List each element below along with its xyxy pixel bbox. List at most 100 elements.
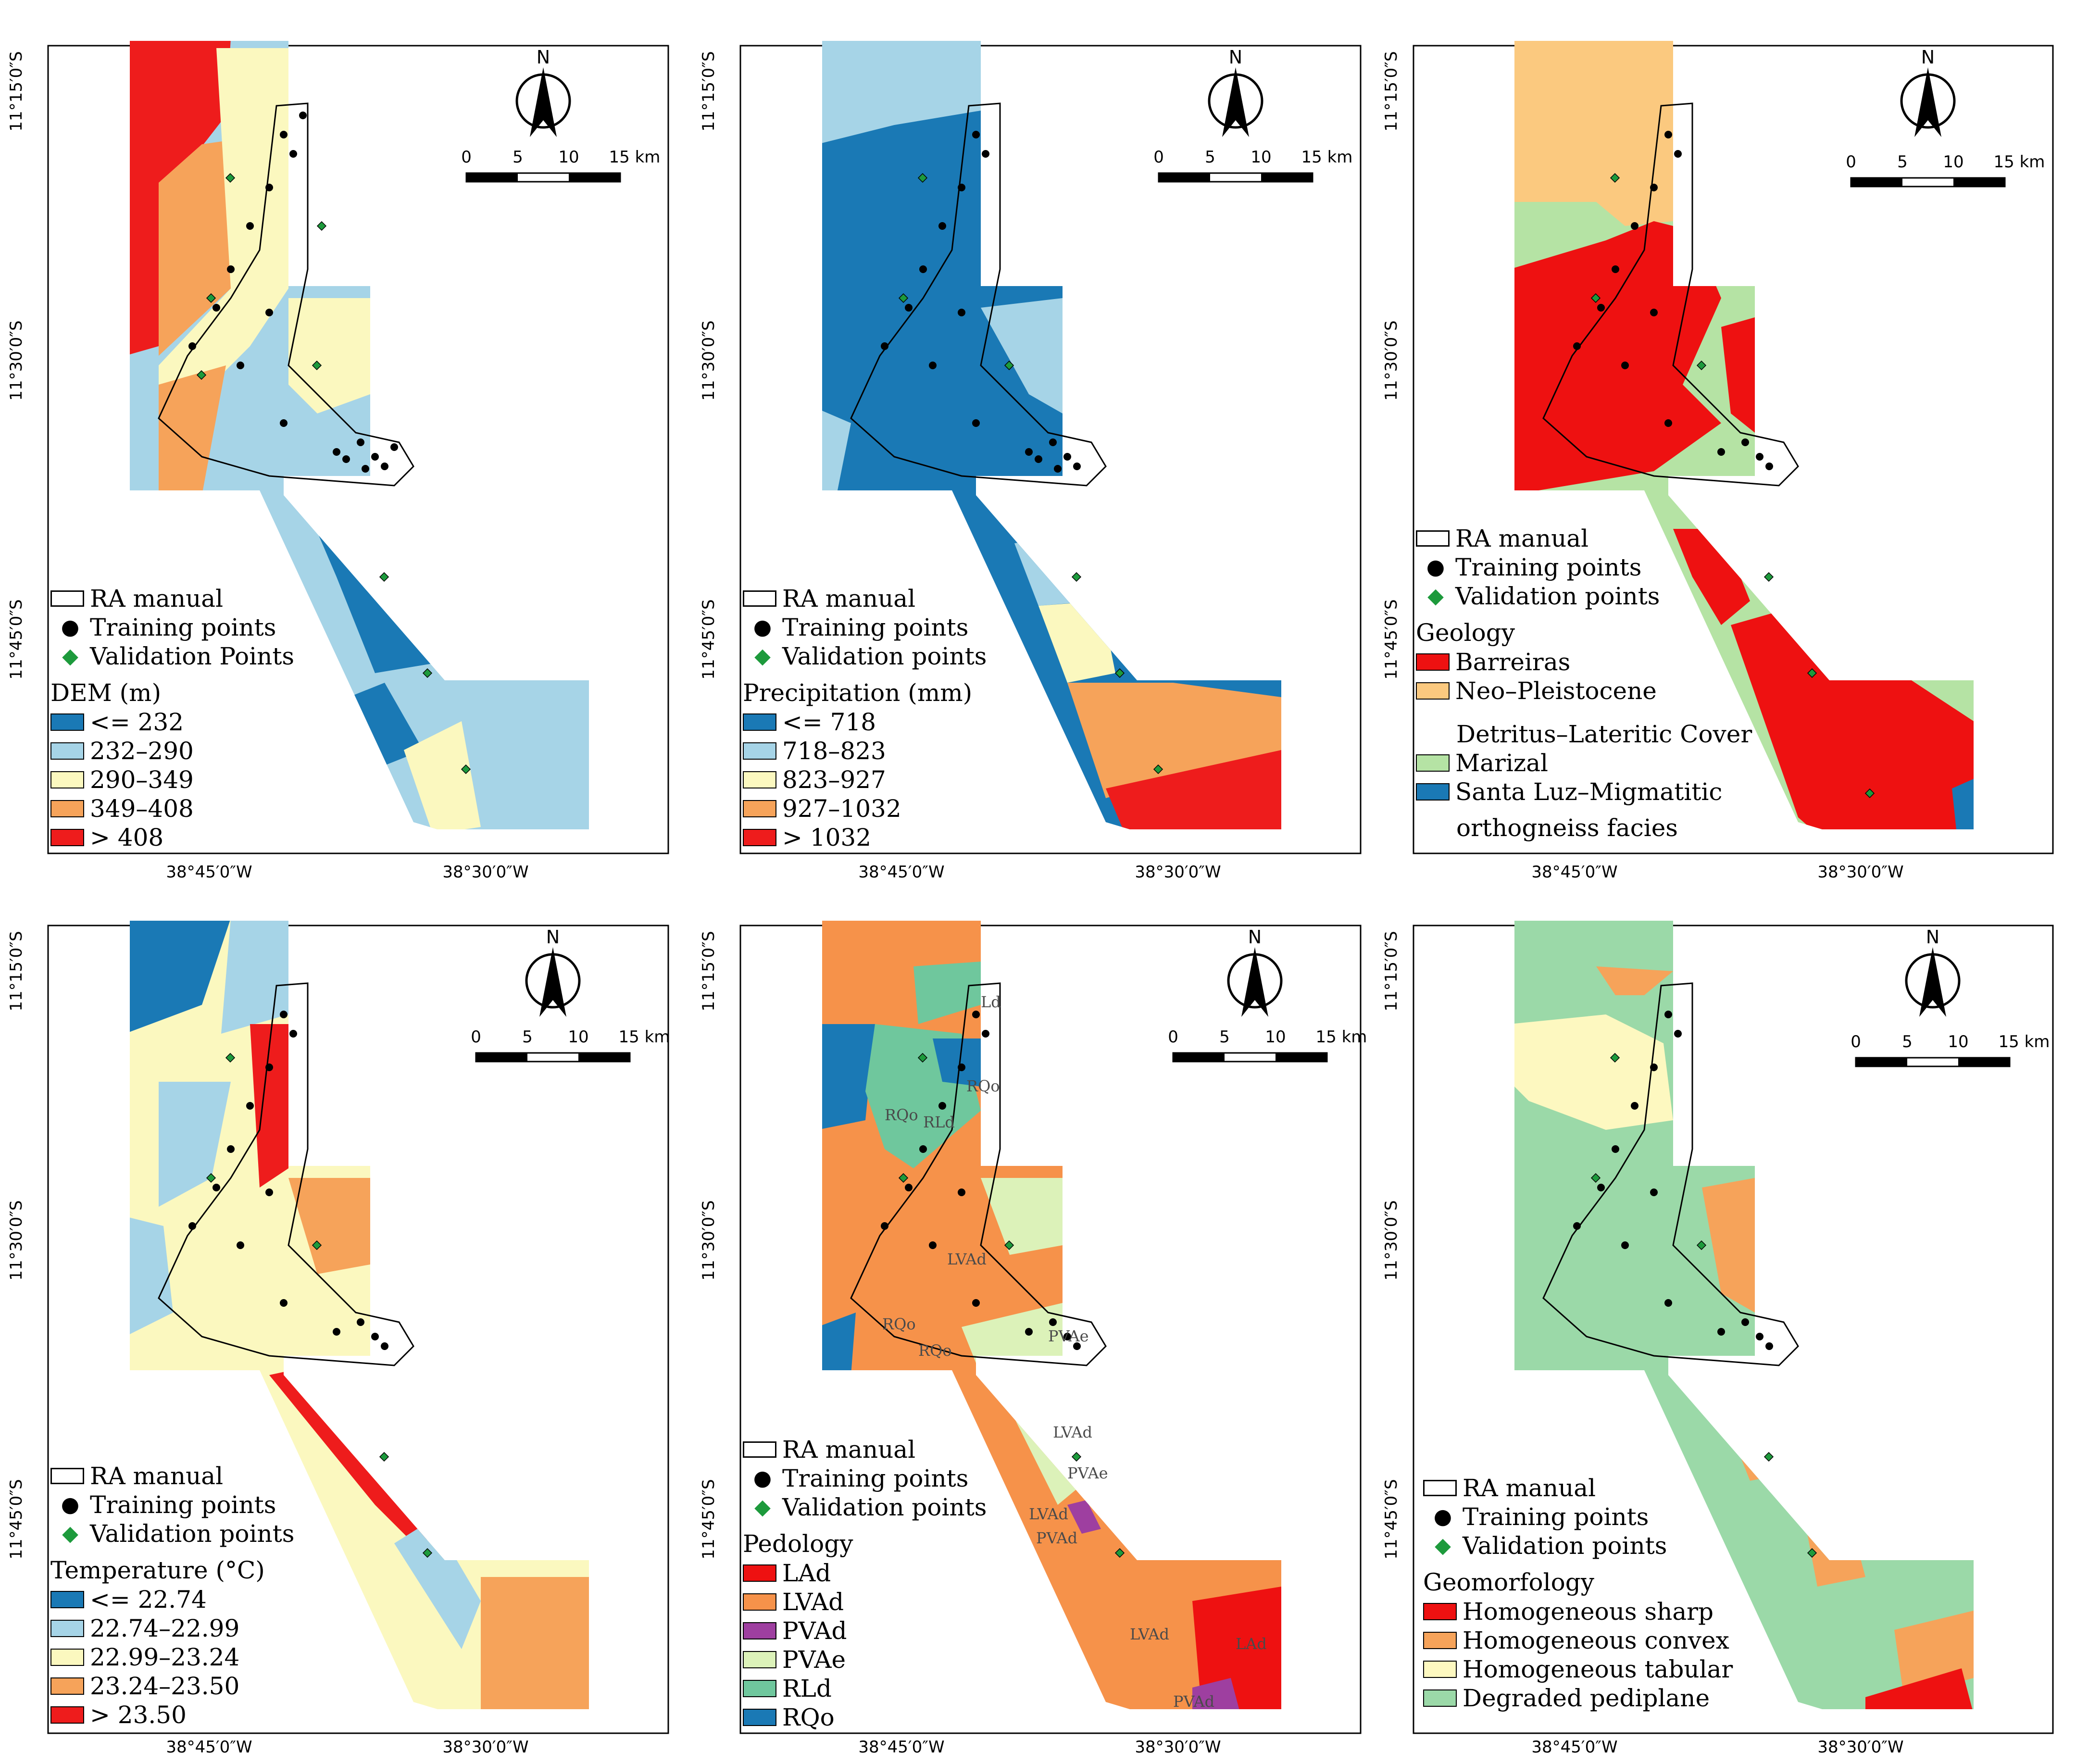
svg-text:Ld: Ld — [981, 993, 1001, 1011]
svg-text:10: 10 — [1943, 152, 1963, 172]
svg-text:38°30′0″W: 38°30′0″W — [1817, 863, 1903, 882]
ra-manual-outline — [158, 102, 414, 487]
svg-text:38°45′0″W: 38°45′0″W — [1531, 863, 1617, 882]
svg-text:PVAe: PVAe — [1067, 1464, 1108, 1482]
legend-dem: RA manual ● Training points ◆ Validation P… — [50, 585, 295, 851]
ra-manual-outline — [1542, 982, 1799, 1366]
svg-text:15 km: 15 km — [1316, 1027, 1367, 1047]
svg-text:38°45′0″W: 38°45′0″W — [166, 1738, 252, 1757]
svg-text:N: N — [1248, 926, 1262, 948]
svg-text:0: 0 — [1168, 1027, 1178, 1047]
svg-text:N: N — [1921, 47, 1935, 68]
ra-manual-outline — [158, 982, 414, 1366]
map-frame — [739, 45, 1362, 854]
map-frame — [739, 925, 1362, 1734]
svg-text:38°45′0″W: 38°45′0″W — [858, 863, 944, 882]
svg-text:0: 0 — [1846, 152, 1856, 172]
svg-text:15 km: 15 km — [609, 148, 661, 167]
svg-text:LAd: LAd — [1236, 1635, 1267, 1653]
svg-text:5: 5 — [1902, 1032, 1913, 1051]
validation-points — [1590, 173, 1875, 799]
svg-text:LVAd: LVAd — [1053, 1423, 1092, 1441]
svg-text:15 km: 15 km — [1994, 152, 2045, 172]
map-canvas-geology: N 0 5 10 15 km 11°15′0″S 11°30′0″S 11°45… — [1382, 41, 2054, 882]
svg-text:11°15′0″S: 11°15′0″S — [1382, 51, 1401, 131]
training-points — [188, 1011, 388, 1350]
svg-text:0: 0 — [1851, 1032, 1861, 1051]
svg-text:11°45′0″S: 11°45′0″S — [1382, 599, 1401, 679]
svg-text:11°30′0″S: 11°30′0″S — [699, 1200, 718, 1280]
svg-text:5: 5 — [1205, 148, 1215, 167]
svg-text:0: 0 — [1153, 148, 1164, 167]
svg-text:RLd: RLd — [923, 1113, 955, 1131]
ra-manual-outline — [850, 102, 1107, 487]
svg-text:38°30′0″W: 38°30′0″W — [1135, 1738, 1221, 1757]
training-points — [188, 112, 398, 473]
svg-text:5: 5 — [522, 1027, 533, 1047]
map-panel-geomorphology: N 0 5 10 15 km 11°15′0″S 11°30′0″S 11°45… — [1382, 880, 2073, 1757]
lon-label: 38°45′0″W — [166, 863, 252, 882]
svg-text:11°30′0″S: 11°30′0″S — [699, 320, 718, 400]
map-panel-geology: N 0 5 10 15 km 11°15′0″S 11°30′0″S 11°45… — [1382, 0, 2073, 882]
svg-text:10: 10 — [558, 148, 579, 167]
map-canvas-dem: N 0 5 10 15 km 11°15′0″S 11°30′0″S 11°45… — [7, 41, 669, 882]
svg-text:0: 0 — [471, 1027, 481, 1047]
legend-temperature: RA manual ● Training points ◆ Validation p… — [50, 1462, 295, 1729]
map-canvas-pedology: Ld RQo RLd RQo LVAd RQo RQo PVAe LVAd PV… — [699, 921, 1367, 1757]
svg-text:LVAd: LVAd — [1029, 1505, 1068, 1523]
map-panel-dem: N 0 5 10 15 km 11°15′0″S 11°30′0″S 11°45… — [0, 0, 688, 882]
scale-bar: 0 5 10 15 km — [1846, 152, 2045, 188]
svg-text:11°30′0″S: 11°30′0″S — [1382, 320, 1401, 400]
svg-text:38°30′0″W: 38°30′0″W — [1817, 1738, 1903, 1757]
svg-text:38°45′0″W: 38°45′0″W — [1531, 1738, 1617, 1757]
svg-text:5: 5 — [1219, 1027, 1230, 1047]
svg-text:11°45′0″S: 11°45′0″S — [7, 1479, 26, 1559]
svg-text:PVAd: PVAd — [1173, 1692, 1214, 1711]
north-arrow-icon: N — [525, 926, 581, 1017]
svg-text:5: 5 — [1897, 152, 1908, 172]
north-arrow-icon: N — [515, 47, 571, 137]
svg-text:N: N — [1229, 47, 1242, 68]
validation-points — [1590, 1052, 1817, 1558]
svg-text:RQo: RQo — [882, 1315, 916, 1333]
svg-text:10: 10 — [1251, 148, 1271, 167]
validation-points — [898, 1052, 1125, 1558]
training-points — [1573, 1011, 1773, 1350]
scale-bar: 0 5 10 15 km — [1168, 1027, 1367, 1063]
legend-pedology: RA manual ● Training points ◆ Validation p… — [743, 1436, 987, 1731]
training-points — [1573, 131, 1773, 470]
training-points — [881, 131, 1081, 473]
ra-manual-outline — [1542, 102, 1799, 487]
svg-text:RQo: RQo — [918, 1341, 952, 1360]
svg-text:11°45′0″S: 11°45′0″S — [1382, 1479, 1401, 1559]
svg-text:0: 0 — [461, 148, 472, 167]
svg-text:PVAd: PVAd — [1036, 1529, 1077, 1547]
lat-label: 11°45′0″S — [7, 599, 26, 679]
training-points — [881, 1011, 1081, 1350]
scale-bar: 0 5 10 15 km — [1153, 148, 1353, 183]
svg-text:38°30′0″W: 38°30′0″W — [442, 1738, 528, 1757]
svg-text:LVAd: LVAd — [947, 1250, 987, 1268]
svg-text:15 km: 15 km — [1999, 1032, 2050, 1051]
legend-geology: RA manual ● Training points ◆ Validation p… — [1416, 525, 1752, 842]
lat-label: 11°15′0″S — [7, 51, 26, 131]
map-panel-pedology: Ld RQo RLd RQo LVAd RQo RQo PVAe LVAd PV… — [692, 880, 1381, 1757]
map-panel-temperature: N 0 5 10 15 km 11°15′0″S 11°30′0″S 11°45… — [0, 880, 688, 1757]
svg-text:15 km: 15 km — [1301, 148, 1353, 167]
svg-text:38°45′0″W: 38°45′0″W — [858, 1738, 944, 1757]
north-arrow-icon: N — [1905, 926, 1961, 1017]
svg-text:PVAe: PVAe — [1048, 1327, 1089, 1345]
map-canvas-geomorphology: N 0 5 10 15 km 11°15′0″S 11°30′0″S 11°45… — [1382, 921, 2054, 1757]
svg-text:N: N — [1926, 926, 1939, 948]
validation-points — [196, 173, 471, 775]
map-frame — [1413, 45, 2054, 854]
map-frame — [47, 45, 669, 854]
svg-text:15 km: 15 km — [619, 1027, 670, 1047]
ra-manual-outline — [850, 982, 1107, 1366]
svg-text:LVAd: LVAd — [1130, 1625, 1169, 1643]
svg-text:11°30′0″S: 11°30′0″S — [1382, 1200, 1401, 1280]
north-label: N — [537, 47, 550, 68]
map-panel-precipitation: N 0 5 10 15 km 11°15′0″S 11°30′0″S 11°45… — [692, 0, 1381, 882]
svg-text:11°30′0″S: 11°30′0″S — [7, 1200, 26, 1280]
lat-label: 11°30′0″S — [7, 320, 26, 400]
